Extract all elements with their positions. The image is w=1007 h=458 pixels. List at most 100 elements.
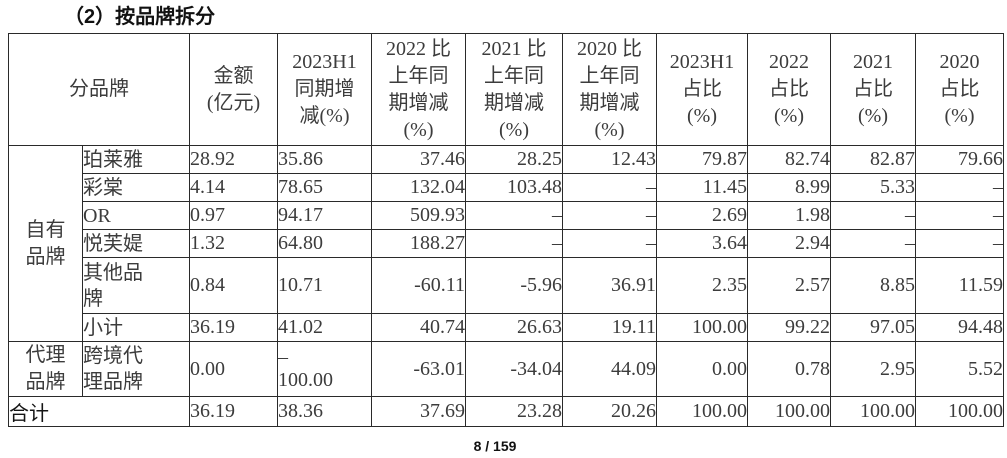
total-label: 合计 bbox=[8, 396, 190, 427]
table-header-row: 分品牌 金额 (亿元) 2023H1 同期增 减(%) 2022 比 上年同 期… bbox=[8, 33, 1004, 146]
header-2021-share: 2021 占比 (%) bbox=[830, 33, 916, 146]
cell-2021-share: 82.87 bbox=[830, 145, 916, 174]
cell-2022-yoy: 40.74 bbox=[371, 313, 466, 342]
cell-2022-share: 2.94 bbox=[747, 229, 831, 258]
cell-2021-yoy: 28.25 bbox=[465, 145, 563, 174]
table-row-or: OR 0.97 94.17 509.93 – – 2.69 1.98 – – bbox=[9, 201, 1004, 230]
header-2020-share: 2020 占比 (%) bbox=[915, 33, 1004, 146]
header-2022-yoy: 2022 比 上年同 期增减 (%) bbox=[371, 33, 466, 146]
brand-name: OR bbox=[82, 201, 190, 230]
cell-amount: 0.84 bbox=[189, 257, 278, 314]
header-2023h1-yoy: 2023H1 同期增 减(%) bbox=[277, 33, 372, 146]
cell-amount: 36.19 bbox=[189, 313, 278, 342]
cell-2023h1-share: 3.64 bbox=[656, 229, 748, 258]
cell-2020-yoy: 20.26 bbox=[562, 396, 657, 427]
table-row-other-brands: 其他品 牌 0.84 10.71 -60.11 -5.96 36.91 2.35… bbox=[9, 257, 1004, 314]
cell-2020-share: 94.48 bbox=[915, 313, 1004, 342]
header-2020-yoy: 2020 比 上年同 期增减 (%) bbox=[562, 33, 657, 146]
cell-2020-yoy: 12.43 bbox=[562, 145, 657, 174]
header-2021-yoy: 2021 比 上年同 期增减 (%) bbox=[465, 33, 563, 146]
table-row-proya: 自有 品牌 珀莱雅 28.92 35.86 37.46 28.25 12.43 … bbox=[8, 145, 1004, 342]
cell-2021-share: 2.95 bbox=[830, 341, 916, 397]
cell-2021-yoy: -34.04 bbox=[465, 341, 563, 397]
cell-2021-yoy: 103.48 bbox=[465, 173, 563, 202]
page-number: 8 / 159 bbox=[473, 438, 517, 454]
cell-2022-share: 82.74 bbox=[747, 145, 831, 174]
cell-2021-yoy: – bbox=[465, 229, 563, 258]
cell-2021-share: – bbox=[830, 229, 916, 258]
cell-2023h1-share: 100.00 bbox=[656, 313, 748, 342]
cell-2020-share: 100.00 bbox=[915, 396, 1004, 427]
cell-amount: 4.14 bbox=[189, 173, 278, 202]
cell-2020-share: 5.52 bbox=[915, 341, 1004, 397]
cell-2023h1-yoy: – 100.00 bbox=[277, 341, 372, 397]
cell-2021-share: 5.33 bbox=[830, 173, 916, 202]
table-row-hapsode: 悦芙媞 1.32 64.80 188.27 – – 3.64 2.94 – – bbox=[9, 229, 1004, 258]
cell-2023h1-yoy: 78.65 bbox=[277, 173, 372, 202]
cell-2023h1-share: 0.00 bbox=[656, 341, 748, 397]
cell-2021-yoy: 26.63 bbox=[465, 313, 563, 342]
cell-2022-share: 99.22 bbox=[747, 313, 831, 342]
cell-2020-share: – bbox=[915, 201, 1004, 230]
group-label-own-brands: 自有 品牌 bbox=[8, 145, 83, 342]
cell-2022-yoy: 132.04 bbox=[371, 173, 466, 202]
brand-name: 悦芙媞 bbox=[82, 229, 190, 258]
cell-2023h1-share: 2.69 bbox=[656, 201, 748, 230]
cell-2021-share: – bbox=[830, 201, 916, 230]
report-page: （2）按品牌拆分 分品牌 金额 (亿元) 2023H1 同期增 减(%) 202… bbox=[0, 5, 1007, 458]
cell-2020-yoy: 19.11 bbox=[562, 313, 657, 342]
brand-name: 彩棠 bbox=[82, 173, 190, 202]
table-row-timage: 彩棠 4.14 78.65 132.04 103.48 – 11.45 8.99… bbox=[9, 173, 1004, 202]
cell-amount: 0.97 bbox=[189, 201, 278, 230]
cell-2021-share: 100.00 bbox=[830, 396, 916, 427]
brand-name: 跨境代 理品牌 bbox=[82, 341, 190, 397]
cell-2021-yoy: 23.28 bbox=[465, 396, 563, 427]
header-2023h1-share: 2023H1 占比 (%) bbox=[656, 33, 748, 146]
cell-amount: 1.32 bbox=[189, 229, 278, 258]
cell-2022-yoy: -60.11 bbox=[371, 257, 466, 314]
cell-2020-share: – bbox=[915, 173, 1004, 202]
cell-2023h1-share: 11.45 bbox=[656, 173, 748, 202]
cell-2021-yoy: – bbox=[465, 201, 563, 230]
cell-2022-share: 1.98 bbox=[747, 201, 831, 230]
cell-2020-share: – bbox=[915, 229, 1004, 258]
cell-amount: 28.92 bbox=[189, 145, 278, 174]
cell-2020-yoy: 36.91 bbox=[562, 257, 657, 314]
cell-2023h1-yoy: 10.71 bbox=[277, 257, 372, 314]
header-2022-share: 2022 占比 (%) bbox=[747, 33, 831, 146]
header-amount: 金额 (亿元) bbox=[189, 33, 278, 146]
cell-2022-share: 0.78 bbox=[747, 341, 831, 397]
section-title: （2）按品牌拆分 bbox=[64, 6, 216, 28]
cell-amount: 0.00 bbox=[189, 341, 278, 397]
cell-2020-yoy: – bbox=[562, 201, 657, 230]
brand-name: 珀莱雅 bbox=[82, 145, 190, 174]
cell-amount: 36.19 bbox=[189, 396, 278, 427]
cell-2021-yoy: -5.96 bbox=[465, 257, 563, 314]
cell-2020-share: 79.66 bbox=[915, 145, 1004, 174]
brand-name: 小计 bbox=[82, 313, 190, 342]
cell-2022-yoy: -63.01 bbox=[371, 341, 466, 397]
cell-2020-yoy: – bbox=[562, 173, 657, 202]
cell-2021-share: 8.85 bbox=[830, 257, 916, 314]
table-row-subtotal: 小计 36.19 41.02 40.74 26.63 19.11 100.00 … bbox=[9, 313, 1004, 342]
table-row-cross-border-agency: 代理 品牌 跨境代 理品牌 0.00 – 100.00 -63.01 -34.0… bbox=[8, 341, 1004, 397]
cell-2020-yoy: 44.09 bbox=[562, 341, 657, 397]
cell-2023h1-share: 2.35 bbox=[656, 257, 748, 314]
cell-2023h1-share: 79.87 bbox=[656, 145, 748, 174]
cell-2022-share: 2.57 bbox=[747, 257, 831, 314]
cell-2020-share: 11.59 bbox=[915, 257, 1004, 314]
cell-2022-yoy: 509.93 bbox=[371, 201, 466, 230]
brand-name: 其他品 牌 bbox=[82, 257, 190, 314]
cell-2023h1-yoy: 41.02 bbox=[277, 313, 372, 342]
cell-2022-yoy: 188.27 bbox=[371, 229, 466, 258]
cell-2023h1-share: 100.00 bbox=[656, 396, 748, 427]
cell-2020-yoy: – bbox=[562, 229, 657, 258]
brand-breakdown-table: 分品牌 金额 (亿元) 2023H1 同期增 减(%) 2022 比 上年同 期… bbox=[8, 33, 1004, 427]
cell-2022-yoy: 37.69 bbox=[371, 396, 466, 427]
group-label-agency-brands: 代理 品牌 bbox=[8, 341, 83, 397]
cell-2021-share: 97.05 bbox=[830, 313, 916, 342]
header-brand-column: 分品牌 bbox=[8, 33, 190, 146]
cell-2023h1-yoy: 35.86 bbox=[277, 145, 372, 174]
cell-2022-share: 100.00 bbox=[747, 396, 831, 427]
table-row-total: 合计 36.19 38.36 37.69 23.28 20.26 100.00 … bbox=[8, 396, 1004, 427]
